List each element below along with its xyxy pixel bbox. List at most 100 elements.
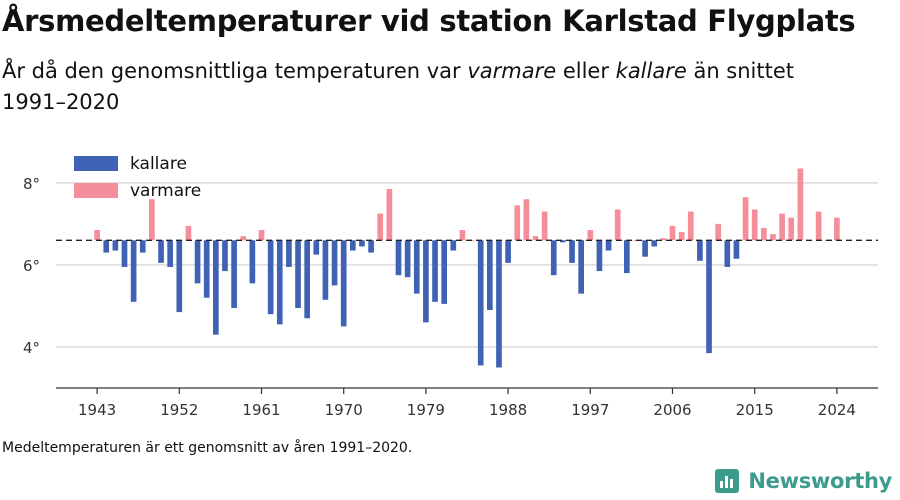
- legend-swatch-varmare: [74, 183, 118, 198]
- bar-warmer: [240, 236, 247, 241]
- legend-label-kallare: kallare: [130, 154, 187, 174]
- bar-colder: [413, 240, 420, 294]
- bar-warmer: [386, 188, 393, 241]
- bar-colder: [423, 240, 429, 323]
- bar-warmer: [715, 223, 721, 241]
- bar-colder: [340, 240, 347, 327]
- bar-colder: [103, 240, 110, 253]
- bar-colder: [642, 240, 648, 257]
- bar-warmer: [815, 211, 822, 241]
- bar-colder: [505, 240, 511, 263]
- bar-warmer: [742, 197, 749, 241]
- bar-warmer: [514, 205, 521, 241]
- x-tick-label: 1943: [78, 401, 116, 419]
- bar-colder: [487, 240, 493, 311]
- bar-colder: [213, 240, 219, 335]
- bar-colder: [706, 240, 712, 354]
- bar-warmer: [633, 240, 639, 242]
- bar-colder: [724, 240, 731, 267]
- bar-colder: [496, 240, 502, 368]
- bar-colder: [395, 240, 402, 276]
- bar-colder: [432, 240, 438, 302]
- y-tick-label: 8°: [23, 175, 40, 193]
- x-tick-label: 1970: [325, 401, 363, 419]
- bar-colder: [477, 240, 484, 366]
- bar-warmer: [541, 211, 548, 241]
- bar-warmer: [788, 217, 795, 241]
- bar-colder: [368, 240, 374, 253]
- subtitle-warmer-word: varmare: [467, 59, 557, 83]
- bar-warmer: [532, 236, 539, 241]
- subtitle-text-part2: eller: [556, 59, 616, 83]
- bar-warmer: [797, 168, 804, 241]
- bar-colder: [450, 240, 457, 251]
- temperature-bar-chart: 4° 6° 8° 1943 1952 1961 1970 1979 1988 1997 2006 20…: [23, 154, 878, 419]
- x-tick-label: 1952: [160, 401, 198, 419]
- brand-logo: Newsworthy: [714, 468, 892, 494]
- bar-colder: [194, 240, 201, 284]
- x-tick-label: 1997: [571, 401, 609, 419]
- bar-colder: [121, 240, 128, 267]
- legend-swatch-kallare: [74, 156, 118, 171]
- bar-colder: [550, 240, 557, 276]
- bar-colder: [231, 240, 237, 308]
- x-tick-label: 2024: [818, 401, 856, 419]
- bar-warmer: [258, 230, 265, 241]
- bar-colder: [596, 240, 603, 272]
- bar-colder: [222, 240, 228, 272]
- subtitle-text-part3: än snittet 1991–2020: [2, 59, 795, 114]
- bar-colder: [286, 240, 292, 267]
- bar-colder: [130, 240, 137, 302]
- bar-colder: [249, 240, 256, 284]
- bar-colder: [203, 240, 210, 298]
- bar-warmer: [779, 213, 785, 241]
- bar-colder: [605, 240, 612, 251]
- chart-subtitle: År då den genomsnittliga temperaturen va…: [2, 56, 862, 118]
- footnote: Medeltemperaturen är ett genomsnitt av å…: [2, 440, 413, 456]
- bar-warmer: [770, 234, 776, 241]
- bar-colder: [404, 240, 411, 278]
- legend-label-varmare: varmare: [130, 181, 201, 201]
- bar-warmer: [761, 227, 767, 241]
- bar-warmer: [185, 225, 192, 241]
- bar-colder: [276, 240, 283, 325]
- bar-colder: [112, 240, 119, 251]
- bar-colder: [158, 240, 164, 263]
- bar-colder: [441, 240, 447, 304]
- y-tick-label: 6°: [23, 257, 40, 275]
- bar-colder: [304, 240, 310, 319]
- bar-warmer: [459, 230, 466, 241]
- bar-colder: [697, 240, 703, 261]
- bar-colder: [139, 240, 146, 253]
- brand-name: Newsworthy: [748, 469, 892, 493]
- bar-colder: [651, 240, 658, 247]
- x-tick-label: 1961: [242, 401, 280, 419]
- bar-colder: [167, 240, 173, 267]
- x-tick-label: 2015: [736, 401, 774, 419]
- bar-warmer: [149, 199, 155, 241]
- x-tick-label: 1979: [407, 401, 445, 419]
- bar-colder: [313, 240, 320, 255]
- bar-warmer: [587, 230, 594, 241]
- bar-colder: [176, 240, 183, 313]
- bar-warmer: [669, 225, 676, 241]
- bar-colder: [322, 240, 329, 300]
- bar-colder: [733, 240, 740, 259]
- bar-warmer: [678, 232, 685, 241]
- x-tick-label: 1988: [489, 401, 527, 419]
- subtitle-text-part1: År då den genomsnittliga temperaturen va…: [2, 59, 468, 83]
- bar-colder: [295, 240, 301, 308]
- bar-warmer: [614, 209, 621, 241]
- bar-colder: [569, 240, 575, 263]
- bar-warmer: [523, 199, 530, 241]
- bar-colder: [359, 240, 365, 247]
- newsworthy-logo-icon: [715, 469, 740, 493]
- subtitle-colder-word: kallare: [615, 59, 687, 83]
- bar-colder: [350, 240, 356, 251]
- bar-warmer: [660, 238, 667, 241]
- bar-warmer: [687, 211, 694, 241]
- bar-colder: [267, 240, 274, 315]
- y-tick-label: 4°: [23, 339, 40, 357]
- bar-warmer: [751, 209, 758, 241]
- chart-title: Årsmedeltemperaturer vid station Karlsta…: [2, 4, 856, 38]
